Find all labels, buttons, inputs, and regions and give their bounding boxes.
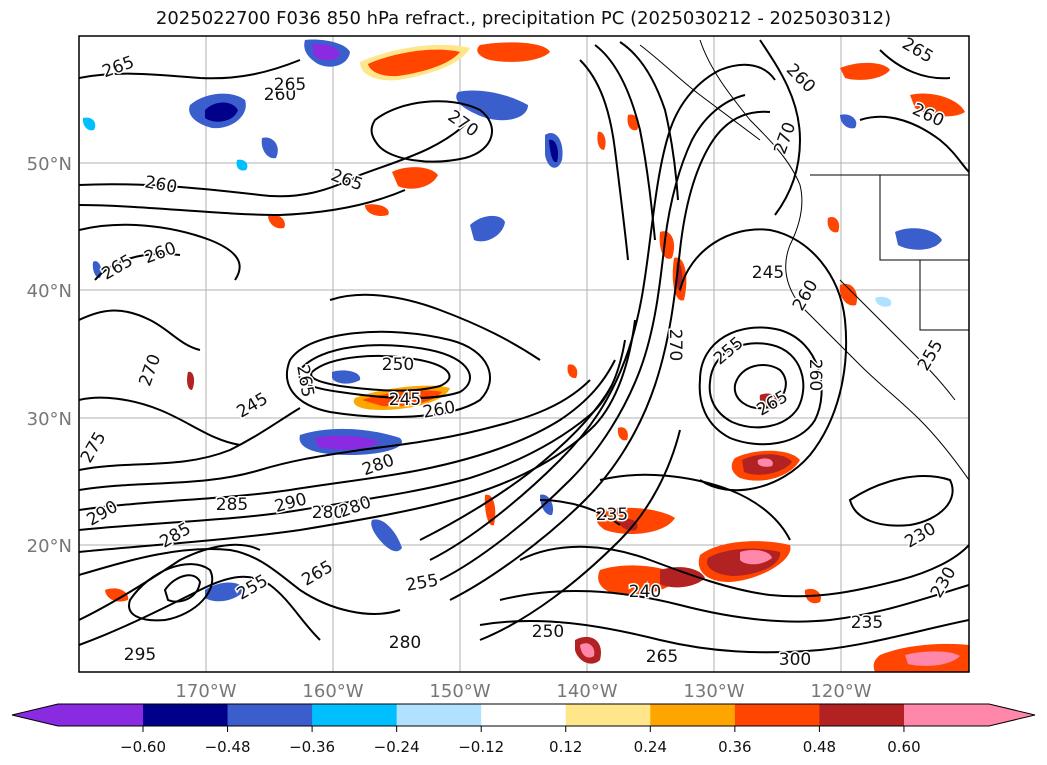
colorbar-tick-label: 0.60 [887, 738, 920, 756]
colorbar-extend-high [904, 704, 1035, 726]
map-frame [78, 35, 970, 673]
lat-label-20n: 20°N [27, 536, 72, 557]
lat-label-40n: 40°N [27, 281, 72, 302]
contour-label: 250 [532, 622, 564, 642]
latitude-labels: 50°N 40°N 30°N 20°N [27, 154, 72, 557]
lon-label-130w: 130°W [683, 681, 744, 702]
lon-label-120w: 120°W [810, 681, 871, 702]
contour-label: 245 [752, 263, 784, 283]
contour-label: 260 [805, 359, 825, 391]
map-panel [79, 36, 969, 672]
contour-label: 280 [312, 503, 344, 523]
contour-label: 265 [646, 647, 678, 667]
lon-label-150w: 150°W [429, 681, 490, 702]
coastlines [639, 39, 969, 481]
colorbar-segment [227, 704, 313, 726]
contour-label: 300 [779, 650, 811, 670]
colorbar-segment [143, 704, 229, 726]
contour-label: 280 [389, 633, 421, 653]
colorbar-tick-label: −0.48 [205, 738, 251, 756]
colorbar-tick-label: −0.12 [458, 738, 504, 756]
lon-label-170w: 170°W [175, 681, 236, 702]
contour-label: 250 [382, 355, 414, 375]
lon-label-140w: 140°W [556, 681, 617, 702]
colorbar-tick-label: 0.36 [718, 738, 751, 756]
contour-label: 280 [360, 450, 397, 480]
contour-label: 235 [596, 505, 628, 525]
contour-label: 235 [851, 613, 883, 633]
contour-label: 245 [389, 390, 421, 410]
contour-label: 260 [264, 85, 296, 105]
colorbar-tick-label: 0.24 [634, 738, 667, 756]
colorbar-extend-low [12, 704, 143, 726]
colorbar: −0.60 −0.48 −0.36 −0.24 −0.12 0.12 0.24 0.36 0.4… [11, 703, 1036, 756]
lon-label-160w: 160°W [302, 681, 363, 702]
refractivity-contours [79, 39, 969, 654]
contour-label: 295 [124, 645, 156, 665]
colorbar-ticks: −0.60 −0.48 −0.36 −0.24 −0.12 0.12 0.24 0.36 0.4… [120, 726, 921, 756]
colorbar-segment [396, 704, 482, 726]
lat-label-30n: 30°N [27, 409, 72, 430]
colorbar-segment [819, 704, 905, 726]
contour-label: 285 [216, 495, 248, 515]
contour-label: 240 [629, 582, 661, 602]
positive-precip-shading [105, 42, 969, 672]
colorbar-segment [312, 704, 398, 726]
colorbar-tick-label: −0.60 [120, 738, 166, 756]
colorbar-segments [143, 704, 905, 726]
colorbar-tick-label: 0.48 [803, 738, 836, 756]
colorbar-tick-label: −0.24 [374, 738, 420, 756]
map-title: 2025022700 F036 850 hPa refract., precip… [155, 8, 892, 29]
colorbar-segment [650, 704, 736, 726]
colorbar-outline [11, 703, 1036, 727]
longitude-labels: 170°W 160°W 150°W 140°W 130°W 120°W [175, 681, 871, 702]
colorbar-tick-label: −0.36 [289, 738, 335, 756]
colorbar-tick-label: 0.12 [549, 738, 582, 756]
contour-label: 265 [274, 75, 306, 95]
contour-label: 270 [665, 329, 685, 361]
colorbar-segment [481, 704, 567, 726]
colorbar-segment [734, 704, 820, 726]
colorbar-segment [565, 704, 651, 726]
lat-label-50n: 50°N [27, 154, 72, 175]
